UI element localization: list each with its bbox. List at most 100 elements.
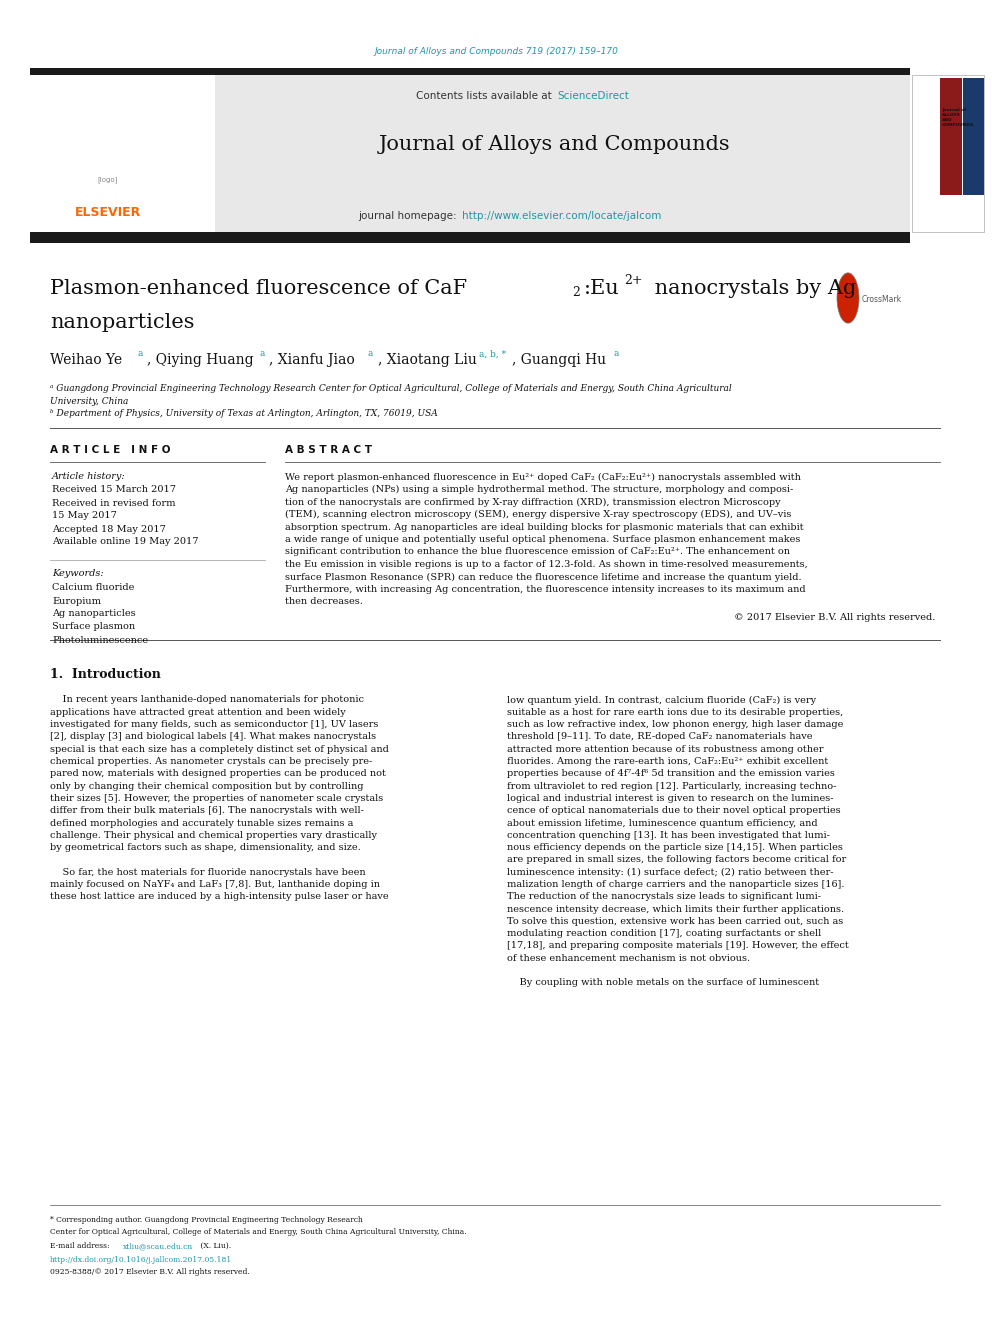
Text: A R T I C L E   I N F O: A R T I C L E I N F O — [50, 445, 171, 455]
Text: then decreases.: then decreases. — [285, 598, 363, 606]
Text: their sizes [5]. However, the properties of nanometer scale crystals: their sizes [5]. However, the properties… — [50, 794, 383, 803]
Text: ᵇ Department of Physics, University of Texas at Arlington, Arlington, TX, 76019,: ᵇ Department of Physics, University of T… — [50, 410, 437, 418]
Text: * Corresponding author. Guangdong Provincial Engineering Technology Research: * Corresponding author. Guangdong Provin… — [50, 1216, 363, 1224]
Bar — [30, 67, 910, 78]
Text: (TEM), scanning electron microscopy (SEM), energy dispersive X-ray spectroscopy : (TEM), scanning electron microscopy (SEM… — [285, 509, 792, 519]
Text: Calcium fluoride: Calcium fluoride — [52, 583, 134, 593]
Text: surface Plasmon Resonance (SPR) can reduce the fluorescence lifetime and increas: surface Plasmon Resonance (SPR) can redu… — [285, 573, 802, 582]
Bar — [912, 75, 984, 232]
Text: 0925-8388/© 2017 Elsevier B.V. All rights reserved.: 0925-8388/© 2017 Elsevier B.V. All right… — [50, 1267, 250, 1275]
Text: about emission lifetime, luminescence quantum efficiency, and: about emission lifetime, luminescence qu… — [507, 819, 817, 827]
Text: Journal of Alloys and Compounds: Journal of Alloys and Compounds — [379, 135, 731, 155]
Text: Available online 19 May 2017: Available online 19 May 2017 — [52, 537, 198, 546]
Text: differ from their bulk materials [6]. The nanocrystals with well-: differ from their bulk materials [6]. Th… — [50, 806, 364, 815]
Text: Center for Optical Agricultural, College of Materials and Energy, South China Ag: Center for Optical Agricultural, College… — [50, 1228, 466, 1236]
Text: http://dx.doi.org/10.1016/j.jallcom.2017.05.181: http://dx.doi.org/10.1016/j.jallcom.2017… — [50, 1256, 232, 1263]
Text: [2], display [3] and biological labels [4]. What makes nanocrystals: [2], display [3] and biological labels [… — [50, 733, 376, 741]
Text: A B S T R A C T: A B S T R A C T — [285, 445, 372, 455]
Text: nescence intensity decrease, which limits their further applications.: nescence intensity decrease, which limit… — [507, 905, 844, 914]
Text: 2+: 2+ — [624, 274, 643, 287]
Text: these host lattice are induced by a high-intensity pulse laser or have: these host lattice are induced by a high… — [50, 892, 389, 901]
Bar — [963, 78, 984, 194]
Text: [logo]: [logo] — [98, 177, 118, 184]
Text: CrossMark: CrossMark — [862, 295, 902, 304]
Text: The reduction of the nanocrystals size leads to significant lumi-: The reduction of the nanocrystals size l… — [507, 892, 821, 901]
Text: 1.  Introduction: 1. Introduction — [50, 668, 161, 681]
Text: only by changing their chemical composition but by controlling: only by changing their chemical composit… — [50, 782, 363, 791]
Text: http://www.elsevier.com/locate/jalcom: http://www.elsevier.com/locate/jalcom — [462, 210, 662, 221]
Text: from ultraviolet to red region [12]. Particularly, increasing techno-: from ultraviolet to red region [12]. Par… — [507, 782, 836, 791]
Text: Received 15 March 2017: Received 15 March 2017 — [52, 486, 176, 495]
Text: Furthermore, with increasing Ag concentration, the fluorescence intensity increa: Furthermore, with increasing Ag concentr… — [285, 585, 806, 594]
Text: So far, the host materials for fluoride nanocrystals have been: So far, the host materials for fluoride … — [50, 868, 366, 877]
Text: Accepted 18 May 2017: Accepted 18 May 2017 — [52, 524, 166, 533]
Text: , Xiaotang Liu: , Xiaotang Liu — [378, 353, 481, 366]
Text: Article history:: Article history: — [52, 472, 126, 482]
Text: We report plasmon-enhanced fluorescence in Eu²⁺ doped CaF₂ (CaF₂:Eu²⁺) nanocryst: We report plasmon-enhanced fluorescence … — [285, 472, 801, 482]
Text: mainly focused on NaYF₄ and LaF₃ [7,8]. But, lanthanide doping in: mainly focused on NaYF₄ and LaF₃ [7,8]. … — [50, 880, 380, 889]
Text: the Eu emission in visible regions is up to a factor of 12.3-fold. As shown in t: the Eu emission in visible regions is up… — [285, 560, 807, 569]
Text: cence of optical nanomaterials due to their novel optical properties: cence of optical nanomaterials due to th… — [507, 806, 840, 815]
Bar — [30, 232, 910, 242]
Text: a: a — [137, 349, 143, 359]
Text: by geometrical factors such as shape, dimensionality, and size.: by geometrical factors such as shape, di… — [50, 843, 361, 852]
Text: logical and industrial interest is given to research on the lumines-: logical and industrial interest is given… — [507, 794, 833, 803]
Text: [17,18], and preparing composite materials [19]. However, the effect: [17,18], and preparing composite materia… — [507, 942, 849, 950]
Text: luminescence intensity: (1) surface defect; (2) ratio between ther-: luminescence intensity: (1) surface defe… — [507, 868, 833, 877]
Text: Received in revised form: Received in revised form — [52, 499, 176, 508]
Bar — [940, 78, 962, 194]
Ellipse shape — [837, 273, 859, 323]
Text: such as low refractive index, low phonon energy, high laser damage: such as low refractive index, low phonon… — [507, 720, 843, 729]
Text: ᵃ Guangdong Provincial Engineering Technology Research Center for Optical Agricu: ᵃ Guangdong Provincial Engineering Techn… — [50, 384, 732, 393]
Text: nous efficiency depends on the particle size [14,15]. When particles: nous efficiency depends on the particle … — [507, 843, 843, 852]
Text: a, b, *: a, b, * — [479, 349, 506, 359]
Text: modulating reaction condition [17], coating surfactants or shell: modulating reaction condition [17], coat… — [507, 929, 821, 938]
Text: Keywords:: Keywords: — [52, 569, 103, 578]
Text: absorption spectrum. Ag nanoparticles are ideal building blocks for plasmonic ma: absorption spectrum. Ag nanoparticles ar… — [285, 523, 804, 532]
Text: fluorides. Among the rare-earth ions, CaF₂:Eu²⁺ exhibit excellent: fluorides. Among the rare-earth ions, Ca… — [507, 757, 828, 766]
Text: properties because of 4f⁷-4f⁶ 5d transition and the emission varies: properties because of 4f⁷-4f⁶ 5d transit… — [507, 769, 835, 778]
Text: , Qiying Huang: , Qiying Huang — [147, 353, 258, 366]
Text: 15 May 2017: 15 May 2017 — [52, 512, 117, 520]
Text: Photoluminescence: Photoluminescence — [52, 635, 148, 644]
Text: , Xianfu Jiao: , Xianfu Jiao — [269, 353, 359, 366]
Text: By coupling with noble metals on the surface of luminescent: By coupling with noble metals on the sur… — [507, 979, 819, 987]
Text: To solve this question, extensive work has been carried out, such as: To solve this question, extensive work h… — [507, 917, 843, 926]
Text: a: a — [614, 349, 619, 359]
Text: Ag nanoparticles (NPs) using a simple hydrothermal method. The structure, morpho: Ag nanoparticles (NPs) using a simple hy… — [285, 486, 794, 493]
Text: Plasmon-enhanced fluorescence of CaF: Plasmon-enhanced fluorescence of CaF — [50, 279, 467, 298]
Text: Europium: Europium — [52, 597, 101, 606]
Text: (X. Liu).: (X. Liu). — [198, 1242, 231, 1250]
Text: applications have attracted great attention and been widely: applications have attracted great attent… — [50, 708, 346, 717]
Text: Journal of
ALLOYS
AND
COMPOUNDS: Journal of ALLOYS AND COMPOUNDS — [942, 108, 974, 127]
Text: a wide range of unique and potentially useful optical phenomena. Surface plasmon: a wide range of unique and potentially u… — [285, 534, 801, 544]
Text: xtliu@scau.edu.cn: xtliu@scau.edu.cn — [123, 1242, 193, 1250]
Text: malization length of charge carriers and the nanoparticle sizes [16].: malization length of charge carriers and… — [507, 880, 844, 889]
Text: challenge. Their physical and chemical properties vary drastically: challenge. Their physical and chemical p… — [50, 831, 377, 840]
Text: chemical properties. As nanometer crystals can be precisely pre-: chemical properties. As nanometer crysta… — [50, 757, 372, 766]
Text: Surface plasmon: Surface plasmon — [52, 623, 135, 631]
Text: low quantum yield. In contrast, calcium fluoride (CaF₂) is very: low quantum yield. In contrast, calcium … — [507, 696, 816, 705]
Text: Weihao Ye: Weihao Ye — [50, 353, 127, 366]
Text: attracted more attention because of its robustness among other: attracted more attention because of its … — [507, 745, 823, 754]
Text: journal homepage:: journal homepage: — [358, 210, 460, 221]
Text: investigated for many fields, such as semiconductor [1], UV lasers: investigated for many fields, such as se… — [50, 720, 378, 729]
Text: special is that each size has a completely distinct set of physical and: special is that each size has a complete… — [50, 745, 389, 754]
Text: of these enhancement mechanism is not obvious.: of these enhancement mechanism is not ob… — [507, 954, 750, 963]
Text: Ag nanoparticles: Ag nanoparticles — [52, 610, 136, 618]
Text: E-mail address:: E-mail address: — [50, 1242, 112, 1250]
Text: nanoparticles: nanoparticles — [50, 312, 194, 332]
Text: significant contribution to enhance the blue fluorescence emission of CaF₂:Eu²⁺.: significant contribution to enhance the … — [285, 548, 790, 557]
Text: nanocrystals by Ag: nanocrystals by Ag — [648, 279, 856, 298]
Text: Journal of Alloys and Compounds 719 (2017) 159–170: Journal of Alloys and Compounds 719 (201… — [374, 48, 618, 57]
Text: concentration quenching [13]. It has been investigated that lumi-: concentration quenching [13]. It has bee… — [507, 831, 830, 840]
Text: are prepared in small sizes, the following factors become critical for: are prepared in small sizes, the followi… — [507, 856, 846, 864]
Text: ScienceDirect: ScienceDirect — [557, 91, 629, 101]
Bar — [30, 75, 215, 232]
Text: © 2017 Elsevier B.V. All rights reserved.: © 2017 Elsevier B.V. All rights reserved… — [734, 614, 935, 623]
Text: , Guangqi Hu: , Guangqi Hu — [512, 353, 610, 366]
Text: 2: 2 — [572, 287, 580, 299]
Text: In recent years lanthanide-doped nanomaterials for photonic: In recent years lanthanide-doped nanomat… — [50, 696, 364, 705]
Text: a: a — [368, 349, 373, 359]
Text: :Eu: :Eu — [584, 279, 620, 298]
